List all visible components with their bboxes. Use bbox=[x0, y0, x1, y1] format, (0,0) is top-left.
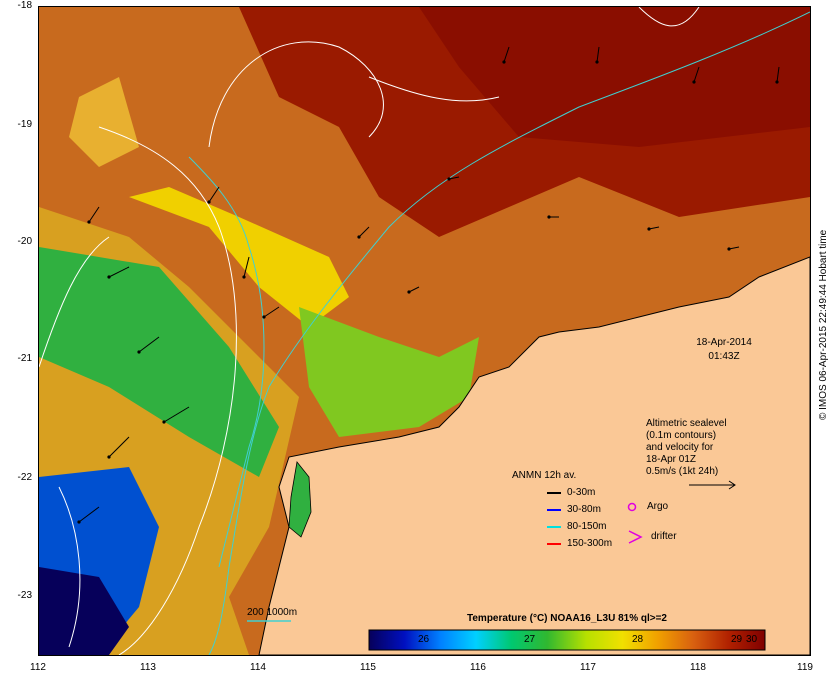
scale-vector-head bbox=[728, 480, 736, 490]
argo-label: Argo bbox=[647, 501, 669, 512]
current-vectors bbox=[78, 46, 780, 523]
sst-green-band bbox=[39, 247, 279, 477]
colorbar bbox=[368, 629, 766, 651]
sst-patch bbox=[69, 77, 139, 167]
anmn-legend-80-150: 80-150m bbox=[567, 521, 607, 532]
argo-symbol bbox=[627, 502, 637, 512]
isobaths bbox=[188, 11, 810, 655]
colorbar-tick-27: 27 bbox=[524, 634, 536, 645]
sst-map-canvas bbox=[39, 7, 810, 655]
lat-tick-21: -21 bbox=[17, 353, 32, 364]
drifter-symbol bbox=[628, 530, 643, 544]
lat-tick-22: -22 bbox=[17, 472, 32, 483]
lat-tick-19: -19 bbox=[17, 119, 32, 130]
lat-tick-20: -20 bbox=[17, 236, 32, 247]
lat-tick-18: -18 bbox=[17, 0, 32, 11]
anmn-legend-arrows bbox=[547, 492, 561, 545]
colorbar-tick-30: 30 bbox=[746, 634, 758, 645]
anmn-legend-0-30: 0-30m bbox=[567, 487, 596, 498]
anmn-legend-title: ANMN 12h av. bbox=[512, 470, 577, 481]
current-vector-heads bbox=[77, 60, 779, 524]
sst-nearshore-band bbox=[299, 307, 479, 437]
lon-tick-117: 117 bbox=[580, 662, 596, 673]
anmn-legend-30-80: 30-80m bbox=[567, 504, 601, 515]
lon-tick-116: 116 bbox=[470, 662, 486, 673]
sst-map: 18-Apr-2014 01:43Z Altimetric sealevel (… bbox=[38, 6, 811, 656]
exmouth-gulf bbox=[288, 461, 312, 538]
colorbar-tick-28: 28 bbox=[632, 634, 644, 645]
lon-tick-112: 112 bbox=[30, 662, 46, 673]
lon-tick-114: 114 bbox=[250, 662, 266, 673]
land-mass bbox=[258, 256, 810, 655]
lon-tick-115: 115 bbox=[360, 662, 376, 673]
sealevel-contours bbox=[39, 7, 700, 655]
sst-yellow-band bbox=[129, 187, 349, 327]
isobath-label: 200 1000m bbox=[247, 607, 298, 618]
date-label: 18-Apr-2014 bbox=[696, 337, 752, 348]
lon-tick-113: 113 bbox=[140, 662, 156, 673]
lon-tick-118: 118 bbox=[690, 662, 706, 673]
lat-tick-23: -23 bbox=[17, 590, 32, 601]
colorbar-tick-26: 26 bbox=[418, 634, 430, 645]
lon-tick-119: 119 bbox=[797, 662, 813, 673]
colorbar-title: Temperature (°C) NOAA16_L3U 81% ql>=2 bbox=[467, 613, 667, 624]
altimetry-note: Altimetric sealevel (0.1m contours) and … bbox=[646, 418, 727, 477]
drifter-label: drifter bbox=[651, 531, 677, 542]
sst-coldest-region bbox=[39, 567, 129, 655]
imos-watermark: © IMOS 06-Apr-2015 22:49:44 Hobart time bbox=[818, 229, 829, 420]
colorbar-tick-29: 29 bbox=[731, 634, 743, 645]
anmn-legend-150-300: 150-300m bbox=[567, 538, 613, 549]
sst-warmest-region bbox=[419, 7, 810, 147]
time-label: 01:43Z bbox=[708, 351, 740, 362]
